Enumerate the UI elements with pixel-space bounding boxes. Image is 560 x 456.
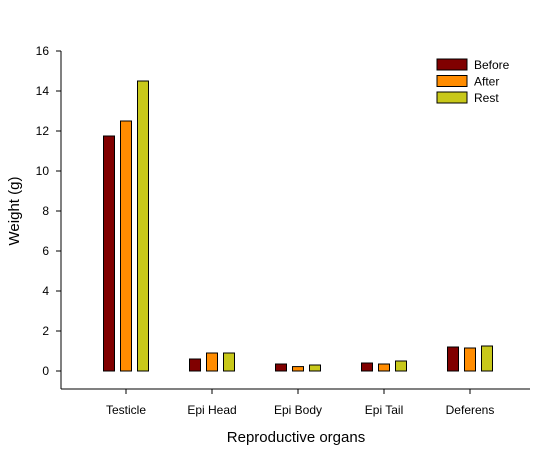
bar-before-deferens xyxy=(447,346,459,372)
legend-label-before: Before xyxy=(474,58,510,72)
y-tick-label: 12 xyxy=(36,124,50,138)
y-tick-label: 10 xyxy=(36,164,50,178)
legend-swatch-rest xyxy=(436,91,468,104)
legend-swatch-after xyxy=(436,75,468,87)
x-tick-label: Epi Tail xyxy=(365,403,403,417)
bar-rest-deferens xyxy=(481,345,493,372)
bar-rest-epi-head xyxy=(223,352,235,372)
bar-before-epi-head xyxy=(189,358,201,372)
y-tick-label: 2 xyxy=(42,324,49,338)
axes: 0 2 4 6 8 10 12 14 16 Testicle Epi Head Epi Body Epi… xyxy=(36,44,530,417)
bar-after-deferens xyxy=(464,347,476,372)
bar-rest-epi-tail xyxy=(395,360,407,372)
legend-label-after: After xyxy=(474,75,499,89)
bars xyxy=(103,80,493,372)
bar-before-epi-body xyxy=(275,363,287,372)
bar-before-epi-tail xyxy=(361,362,373,372)
bar-before-testicle xyxy=(103,135,115,372)
x-tick-label: Deferens xyxy=(446,403,495,417)
x-tick-label: Testicle xyxy=(106,403,146,417)
bar-after-epi-head xyxy=(206,352,218,372)
bar-after-epi-body xyxy=(292,366,304,372)
x-axis-title: Reproductive organs xyxy=(227,429,365,446)
y-tick-label: 8 xyxy=(42,204,49,218)
legend-label-rest: Rest xyxy=(474,91,499,105)
y-tick-label: 14 xyxy=(36,84,50,98)
bar-rest-testicle xyxy=(137,80,149,372)
x-tick-label: Epi Head xyxy=(187,403,236,417)
bar-rest-epi-body xyxy=(309,364,321,372)
bar-after-epi-tail xyxy=(378,363,390,372)
y-axis-title: Weight (g) xyxy=(6,177,23,246)
legend-swatch-before xyxy=(436,58,468,71)
bar-after-testicle xyxy=(120,120,132,372)
y-tick-label: 4 xyxy=(42,284,49,298)
y-tick-label: 0 xyxy=(42,364,49,378)
legend: Before After Rest xyxy=(436,58,510,105)
x-tick-label: Epi Body xyxy=(274,403,322,417)
y-tick-label: 6 xyxy=(42,244,49,258)
y-tick-label: 16 xyxy=(36,44,50,58)
